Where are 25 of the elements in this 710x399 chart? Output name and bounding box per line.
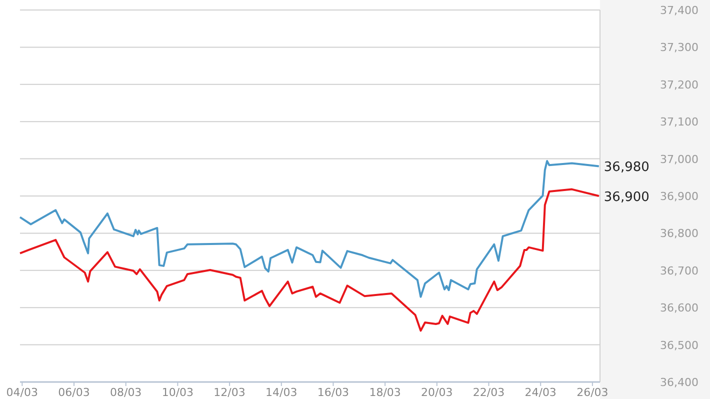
y-tick-label: 36,600 bbox=[660, 302, 698, 315]
x-tick-label: 20/03 bbox=[421, 386, 453, 399]
x-tick-label: 10/03 bbox=[162, 386, 194, 399]
y-tick-label: 36,900 bbox=[660, 190, 698, 203]
x-tick-label: 12/03 bbox=[214, 386, 246, 399]
y-tick-label: 36,500 bbox=[660, 338, 698, 352]
annotation: 36,980 bbox=[604, 160, 650, 176]
x-tick-label: 16/03 bbox=[317, 386, 350, 399]
y-tick-label: 37,100 bbox=[660, 116, 698, 129]
y-tick-label: 37,400 bbox=[660, 4, 698, 17]
x-tick-label: 08/03 bbox=[110, 386, 142, 399]
x-tick-label: 24/03 bbox=[524, 386, 556, 399]
x-tick-label: 22/03 bbox=[472, 386, 505, 399]
x-tick-label: 04/03 bbox=[6, 386, 38, 399]
x-tick-label: 14/03 bbox=[266, 386, 298, 399]
x-tick-label: 26/03 bbox=[576, 386, 608, 399]
y-tick-label: 37,300 bbox=[660, 41, 698, 54]
y-tick-label: 36,400 bbox=[660, 376, 698, 389]
y-tick-label: 36,800 bbox=[660, 227, 698, 240]
x-tick-label: 06/03 bbox=[58, 386, 90, 399]
y-tick-label: 37,000 bbox=[660, 152, 698, 166]
x-tick-label: 18/03 bbox=[369, 386, 401, 399]
y-tick-label: 37,200 bbox=[660, 78, 698, 92]
annotation: 36,900 bbox=[604, 190, 650, 205]
y-tick-label: 36,700 bbox=[660, 264, 698, 278]
